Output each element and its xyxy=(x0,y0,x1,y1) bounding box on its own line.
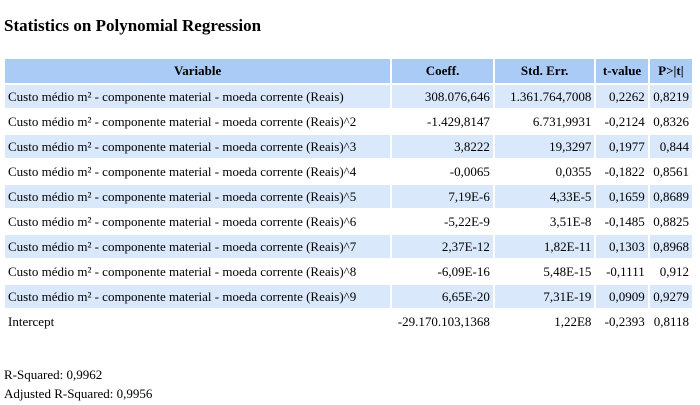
cell-std-err: 0,0355 xyxy=(494,160,595,183)
cell-coeff: -1.429,8147 xyxy=(392,110,493,133)
cell-p-value: 0,8118 xyxy=(649,310,692,333)
page-title: Statistics on Polynomial Regression xyxy=(4,16,262,35)
table-row: Custo médio m² - componente material - m… xyxy=(5,235,692,258)
cell-variable: Intercept xyxy=(5,310,391,333)
cell-p-value: 0,8689 xyxy=(649,185,692,208)
cell-variable: Custo médio m² - componente material - m… xyxy=(5,185,391,208)
cell-t-value: -0,1485 xyxy=(596,210,648,233)
cell-p-value: 0,8825 xyxy=(649,210,692,233)
cell-std-err: 19,3297 xyxy=(494,135,595,158)
cell-coeff: -6,09E-16 xyxy=(392,260,493,283)
column-header-variable: Variable xyxy=(5,59,391,83)
table-row: Custo médio m² - componente material - m… xyxy=(5,185,692,208)
cell-variable: Custo médio m² - componente material - m… xyxy=(5,235,391,258)
table-row: Custo médio m² - componente material - m… xyxy=(5,285,692,308)
cell-coeff: 3,8222 xyxy=(392,135,493,158)
cell-p-value: 0,844 xyxy=(649,135,692,158)
cell-coeff: -5,22E-9 xyxy=(392,210,493,233)
cell-t-value: 0,2262 xyxy=(596,85,648,108)
table-row: Custo médio m² - componente material - m… xyxy=(5,260,692,283)
cell-variable: Custo médio m² - componente material - m… xyxy=(5,110,391,133)
cell-coeff: -0,0065 xyxy=(392,160,493,183)
column-header-t-value: t-value xyxy=(596,59,648,83)
cell-coeff: 7,19E-6 xyxy=(392,185,493,208)
cell-variable: Custo médio m² - componente material - m… xyxy=(5,160,391,183)
cell-variable: Custo médio m² - componente material - m… xyxy=(5,85,391,108)
cell-p-value: 0,8219 xyxy=(649,85,692,108)
table-row: Custo médio m² - componente material - m… xyxy=(5,110,692,133)
column-header-std-err: Std. Err. xyxy=(494,59,595,83)
cell-p-value: 0,912 xyxy=(649,260,692,283)
cell-std-err: 1.361.764,7008 xyxy=(494,85,595,108)
cell-std-err: 6.731,9931 xyxy=(494,110,595,133)
cell-t-value: -0,1822 xyxy=(596,160,648,183)
cell-coeff: 2,37E-12 xyxy=(392,235,493,258)
cell-p-value: 0,8561 xyxy=(649,160,692,183)
cell-p-value: 0,8326 xyxy=(649,110,692,133)
cell-std-err: 4,33E-5 xyxy=(494,185,595,208)
cell-coeff: 6,65E-20 xyxy=(392,285,493,308)
r-squared: R-Squared: 0,9962 xyxy=(4,367,103,382)
cell-t-value: 0,0909 xyxy=(596,285,648,308)
cell-std-err: 5,48E-15 xyxy=(494,260,595,283)
cell-p-value: 0,9279 xyxy=(649,285,692,308)
cell-p-value: 0,8968 xyxy=(649,235,692,258)
cell-std-err: 3,51E-8 xyxy=(494,210,595,233)
cell-t-value: 0,1659 xyxy=(596,185,648,208)
cell-t-value: 0,1977 xyxy=(596,135,648,158)
cell-std-err: 1,82E-11 xyxy=(494,235,595,258)
table-header-row: Variable Coeff. Std. Err. t-value P>|t| xyxy=(5,59,692,83)
cell-std-err: 1,22E8 xyxy=(494,310,595,333)
column-header-p-value: P>|t| xyxy=(649,59,692,83)
cell-coeff: 308.076,646 xyxy=(392,85,493,108)
cell-variable: Custo médio m² - componente material - m… xyxy=(5,135,391,158)
cell-variable: Custo médio m² - componente material - m… xyxy=(5,210,391,233)
adjusted-r-squared: Adjusted R-Squared: 0,9956 xyxy=(4,386,153,401)
cell-t-value: -0,2124 xyxy=(596,110,648,133)
regression-table: Variable Coeff. Std. Err. t-value P>|t| … xyxy=(3,57,694,335)
cell-variable: Custo médio m² - componente material - m… xyxy=(5,285,391,308)
cell-variable: Custo médio m² - componente material - m… xyxy=(5,260,391,283)
cell-coeff: -29.170.103,1368 xyxy=(392,310,493,333)
cell-t-value: -0,2393 xyxy=(596,310,648,333)
table-body: Custo médio m² - componente material - m… xyxy=(5,85,692,333)
cell-std-err: 7,31E-19 xyxy=(494,285,595,308)
table-row: Custo médio m² - componente material - m… xyxy=(5,210,692,233)
cell-t-value: 0,1303 xyxy=(596,235,648,258)
table-row: Custo médio m² - componente material - m… xyxy=(5,135,692,158)
table-row: Custo médio m² - componente material - m… xyxy=(5,160,692,183)
cell-t-value: -0,1111 xyxy=(596,260,648,283)
column-header-coeff: Coeff. xyxy=(392,59,493,83)
table-row: Custo médio m² - componente material - m… xyxy=(5,85,692,108)
table-row: Intercept -29.170.103,1368 1,22E8 -0,2393 0,… xyxy=(5,310,692,333)
